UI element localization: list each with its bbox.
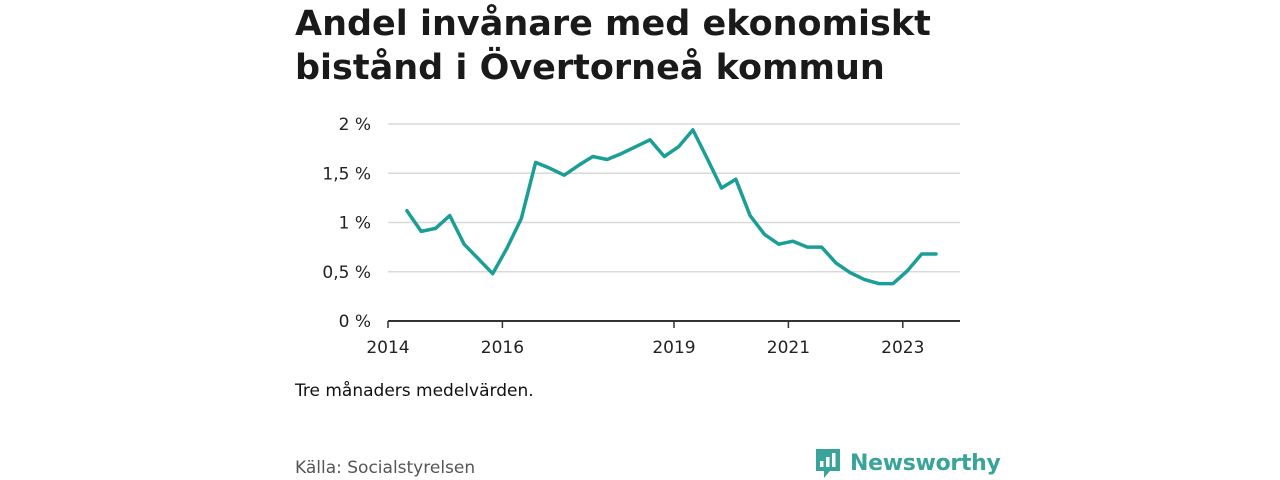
x-tick-label: 2021: [767, 338, 810, 358]
newsworthy-logo-icon: [816, 449, 840, 478]
newsworthy-logo[interactable]: Newsworthy: [814, 447, 1001, 479]
y-tick-label: 0 %: [339, 312, 371, 332]
series-group: [405, 128, 938, 286]
chart-note: Tre månaders medelvärden.: [295, 381, 534, 401]
y-tick-label: 2 %: [339, 115, 371, 135]
gridlines: [388, 123, 960, 273]
x-tick-label: 2019: [652, 338, 695, 358]
x-tick-label: 2014: [366, 338, 409, 358]
y-tick-label: 1,5 %: [322, 164, 371, 184]
x-tick-label: 2023: [881, 338, 924, 358]
x-axis: 2014 2016 2019 2021 2023: [366, 320, 960, 358]
series-line: [405, 128, 938, 286]
brand-name: Newsworthy: [850, 450, 1001, 476]
source-text: Källa: Socialstyrelsen: [295, 458, 476, 478]
y-tick-label: 0,5 %: [322, 263, 371, 283]
x-tick-label: 2016: [481, 338, 524, 358]
y-axis: 0 % 0,5 % 1 % 1,5 % 2 %: [322, 115, 371, 332]
chart-title: Andel invånare med ekonomiskt bistånd i …: [295, 4, 931, 88]
y-tick-label: 1 %: [339, 214, 371, 234]
